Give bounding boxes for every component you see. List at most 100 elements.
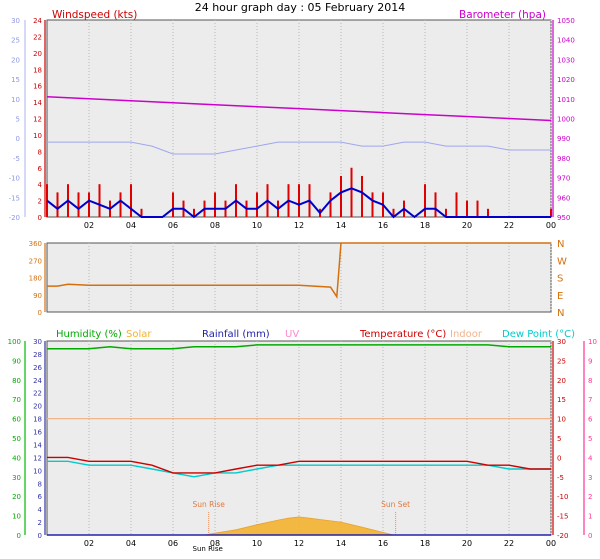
rain-tick-label: 20	[33, 403, 42, 411]
temp-outer-tick-label: 10	[11, 96, 20, 104]
barometer-label: Barometer (hpa)	[459, 9, 546, 21]
baro-tick-label: 960	[557, 194, 570, 202]
multi-x-tick-label: 10	[252, 539, 262, 548]
temp-outer-tick-label: 30	[11, 17, 20, 25]
sunrise-label: Sun Rise	[192, 500, 225, 509]
multi-x-tick-label: 00	[546, 539, 556, 548]
chart-title: 24 hour graph day : 05 February 2014	[195, 1, 406, 14]
direction-tick-label: 180	[29, 275, 42, 283]
rain-tick-label: 4	[38, 506, 43, 514]
baro-tick-label: 1010	[557, 96, 575, 104]
temp-outer-tick-label: -15	[9, 194, 20, 202]
compass-label: S	[557, 274, 563, 285]
wind-tick-label: 6	[38, 165, 43, 173]
multi-x-tick-label: 02	[84, 539, 94, 548]
rain-tick-label: 28	[33, 351, 42, 359]
uv-tick-label: 1	[588, 513, 592, 521]
wind-tick-label: 2	[38, 198, 42, 206]
rain-tick-label: 24	[33, 377, 42, 385]
indoor-label: Indoor	[450, 329, 483, 340]
direction-tick-label: 360	[29, 240, 42, 248]
temp-tick-label: -5	[557, 474, 564, 482]
wind-baro-x-tick-label: 00	[546, 221, 556, 230]
wind-baro-x-tick-label: 12	[294, 221, 304, 230]
wind-baro-x-tick-label: 18	[420, 221, 430, 230]
humidity-tick-label: 10	[12, 513, 21, 521]
humidity-tick-label: 80	[12, 377, 21, 385]
temp-tick-label: 30	[557, 338, 566, 346]
temp-outer-tick-label: 5	[16, 116, 20, 124]
rain-tick-label: 10	[33, 467, 42, 475]
temperature-series-line	[47, 456, 551, 474]
uv-tick-label: 0	[588, 532, 592, 540]
wind-tick-label: 4	[38, 181, 43, 189]
wind-tick-label: 12	[33, 116, 42, 124]
solar-label: Solar	[126, 329, 152, 340]
sunrise-time-label: Sun Rise	[193, 545, 223, 553]
multi-x-tick-label: 14	[336, 539, 346, 548]
dewpoint-series-line	[47, 460, 551, 478]
compass-label: E	[557, 291, 563, 302]
baro-tick-label: 1040	[557, 37, 575, 45]
wind-tick-label: 24	[33, 17, 42, 25]
temp-tick-label: 5	[557, 435, 561, 443]
temp-tick-label: -10	[557, 493, 568, 501]
rain-tick-label: 16	[33, 429, 42, 437]
direction-tick-label: 90	[33, 292, 42, 300]
compass-label: W	[557, 256, 567, 267]
uv-tick-label: 6	[588, 416, 593, 424]
wind-direction-series-line	[47, 242, 551, 299]
rain-tick-label: 14	[33, 441, 42, 449]
rain-tick-label: 26	[33, 364, 42, 372]
humidity-tick-label: 60	[12, 416, 21, 424]
temp-outer-tick-label: 25	[11, 37, 20, 45]
humidity-tick-label: 0	[17, 532, 21, 540]
wind-tick-label: 8	[38, 148, 42, 156]
wind-baro-x-tick-label: 06	[168, 221, 178, 230]
rain-tick-label: 0	[38, 532, 42, 540]
temp-outer-tick-label: -20	[9, 214, 20, 222]
temp-outer-tick-label: -10	[9, 175, 20, 183]
wind-tick-label: 0	[38, 214, 42, 222]
baro-tick-label: 1000	[557, 116, 575, 124]
multi-x-tick-label: 12	[294, 539, 304, 548]
temp-outer-tick-label: -5	[13, 155, 20, 163]
uv-tick-label: 2	[588, 493, 592, 501]
barometer-series-line	[46, 96, 552, 122]
temp-outer-tick-label: 0	[16, 135, 20, 143]
wind-baro-x-tick-label: 22	[504, 221, 514, 230]
humidity-tick-label: 100	[8, 338, 21, 346]
multi-x-tick-label: 18	[420, 539, 430, 548]
dewpoint-label: Dew Point (°C)	[502, 329, 575, 340]
uv-tick-label: 5	[588, 435, 592, 443]
rain-tick-label: 18	[33, 416, 42, 424]
sunset-label: Sun Set	[381, 500, 410, 509]
humidity-tick-label: 70	[12, 396, 21, 404]
wind-baro-x-tick-label: 04	[126, 221, 136, 230]
uv-tick-label: 8	[588, 377, 592, 385]
uv-tick-label: 7	[588, 396, 592, 404]
baro-tick-label: 1020	[557, 76, 575, 84]
temp-outer-tick-label: 20	[11, 56, 20, 64]
humidity-tick-label: 30	[12, 474, 21, 482]
wind-tick-label: 22	[33, 33, 42, 41]
humidity-label: Humidity (%)	[56, 329, 122, 340]
temp-outer-series-line	[47, 141, 551, 155]
uv-tick-label: 3	[588, 474, 592, 482]
wind-baro-x-tick-label: 08	[210, 221, 220, 230]
temp-tick-label: 10	[557, 416, 566, 424]
wind-baro-x-tick-label: 20	[462, 221, 472, 230]
temp-tick-label: -15	[557, 513, 568, 521]
temp-tick-label: 25	[557, 357, 566, 365]
baro-tick-label: 1050	[557, 17, 575, 25]
multi-x-tick-label: 22	[504, 539, 514, 548]
humidity-tick-label: 50	[12, 435, 21, 443]
baro-tick-label: 970	[557, 175, 570, 183]
temp-tick-label: -20	[557, 532, 568, 540]
wind-baro-x-tick-label: 10	[252, 221, 262, 230]
rain-tick-label: 2	[38, 519, 42, 527]
baro-tick-label: 1030	[557, 56, 575, 64]
wind-tick-label: 18	[33, 66, 42, 74]
humidity-tick-label: 20	[12, 493, 21, 501]
rain-tick-label: 22	[33, 390, 42, 398]
